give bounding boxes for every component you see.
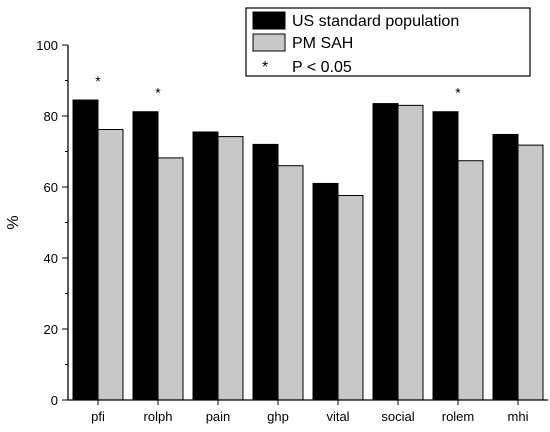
bar-pain-series-2 — [217, 136, 244, 401]
significance-markers: * * * — [95, 73, 461, 101]
bar-rolem-series-1 — [432, 111, 459, 401]
bar-mhi-series-2 — [517, 144, 544, 401]
x-tick-label-rolem: rolem — [442, 409, 475, 424]
y-tick-label-100: 100 — [36, 38, 58, 53]
bar-rolph-series-1 — [132, 111, 159, 401]
x-tick-label-social: social — [381, 409, 414, 424]
bar-mhi-series-1 — [492, 133, 519, 401]
bar-pfi-series-2 — [97, 128, 124, 401]
legend-box — [245, 7, 531, 77]
significance-star-rolph: * — [155, 85, 161, 101]
significance-star-pfi: * — [95, 73, 101, 89]
y-tick-label-80: 80 — [44, 109, 58, 124]
y-tick-label-40: 40 — [44, 251, 58, 266]
bar-vital-series-2 — [337, 195, 364, 401]
x-tick-label-vital: vital — [326, 409, 349, 424]
bar-social-series-1 — [372, 103, 399, 401]
x-tick-label-rolph: rolph — [144, 409, 173, 424]
bar-social-series-2 — [397, 104, 424, 401]
legend-label-pm-sah: PM SAH — [292, 35, 353, 52]
x-tick-label-mhi: mhi — [508, 409, 529, 424]
bar-ghp-series-2 — [277, 165, 304, 401]
bar-rolph-series-2 — [157, 157, 184, 401]
bar-pain-series-1 — [192, 131, 219, 401]
y-axis-title: % — [5, 215, 22, 229]
bar-pfi-series-1 — [72, 99, 99, 401]
legend-label-us-standard: US standard population — [292, 13, 459, 30]
x-tick-label-pfi: pfi — [91, 409, 105, 424]
bar-rolem-series-2 — [457, 160, 484, 401]
y-tick-label-0: 0 — [51, 393, 58, 408]
bar-vital-series-1 — [312, 182, 339, 401]
axes-group: pfi rolph pain ghp vital social rolem mhi 0 20 40 6… — [36, 38, 548, 424]
legend-significance-marker: * — [262, 59, 268, 76]
legend-significance-label: P < 0.05 — [292, 59, 352, 76]
y-tick-label-20: 20 — [44, 322, 58, 337]
bar-ghp-series-1 — [252, 143, 279, 401]
x-tick-label-pain: pain — [206, 409, 231, 424]
significance-star-rolem: * — [455, 85, 461, 101]
legend-swatch-us-standard — [252, 11, 286, 30]
legend-swatch-pm-sah — [252, 33, 286, 52]
legend: US standard population PM SAH * P < 0.05 — [245, 7, 531, 77]
bars-group — [72, 99, 544, 401]
y-tick-label-60: 60 — [44, 180, 58, 195]
x-tick-label-ghp: ghp — [267, 409, 289, 424]
